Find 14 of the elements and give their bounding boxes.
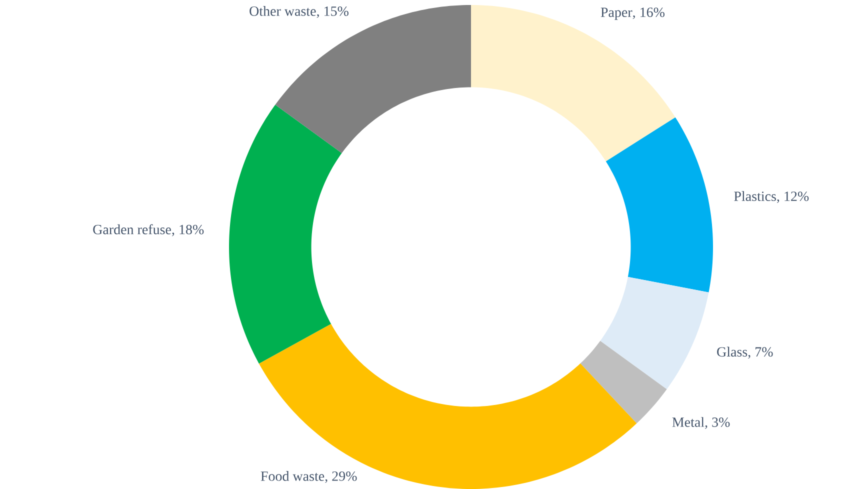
slice-label: Plastics xyxy=(734,191,776,202)
slice-label: Glass xyxy=(717,346,748,357)
slice-label: Metal xyxy=(672,417,704,427)
data-label: , 15% xyxy=(316,6,348,18)
slice-label: Paper xyxy=(600,8,632,20)
slice-label: Garden refuse xyxy=(93,224,171,234)
data-label: , 18% xyxy=(172,224,204,236)
data-label: , 29% xyxy=(325,471,357,483)
data-label: , 12% xyxy=(776,192,809,204)
data-label: , 7% xyxy=(748,347,773,359)
slice-label: Other waste xyxy=(250,6,316,16)
slice-label: Food waste xyxy=(260,471,324,481)
data-label: , 3% xyxy=(705,417,730,429)
data-label: , 16% xyxy=(632,8,664,20)
